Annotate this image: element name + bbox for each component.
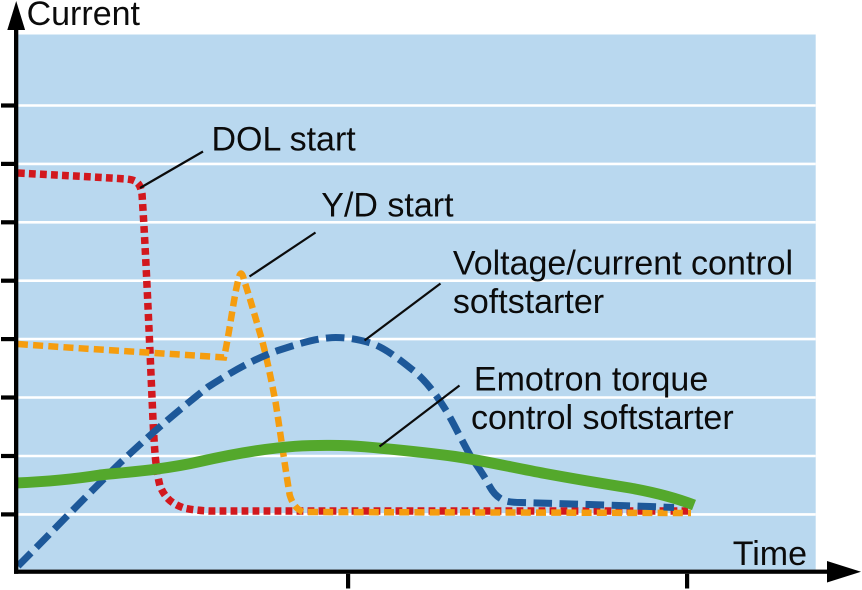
svg-text:Time: Time	[733, 535, 807, 573]
svg-text:Y/D start: Y/D start	[321, 186, 454, 224]
svg-text:Current: Current	[27, 0, 141, 33]
svg-text:DOL start: DOL start	[212, 120, 357, 158]
svg-text:softstarter: softstarter	[453, 283, 604, 321]
svg-text:Emotron torque: Emotron torque	[474, 361, 708, 399]
svg-text:control softstarter: control softstarter	[471, 399, 734, 437]
svg-text:Voltage/current control: Voltage/current control	[453, 245, 793, 283]
